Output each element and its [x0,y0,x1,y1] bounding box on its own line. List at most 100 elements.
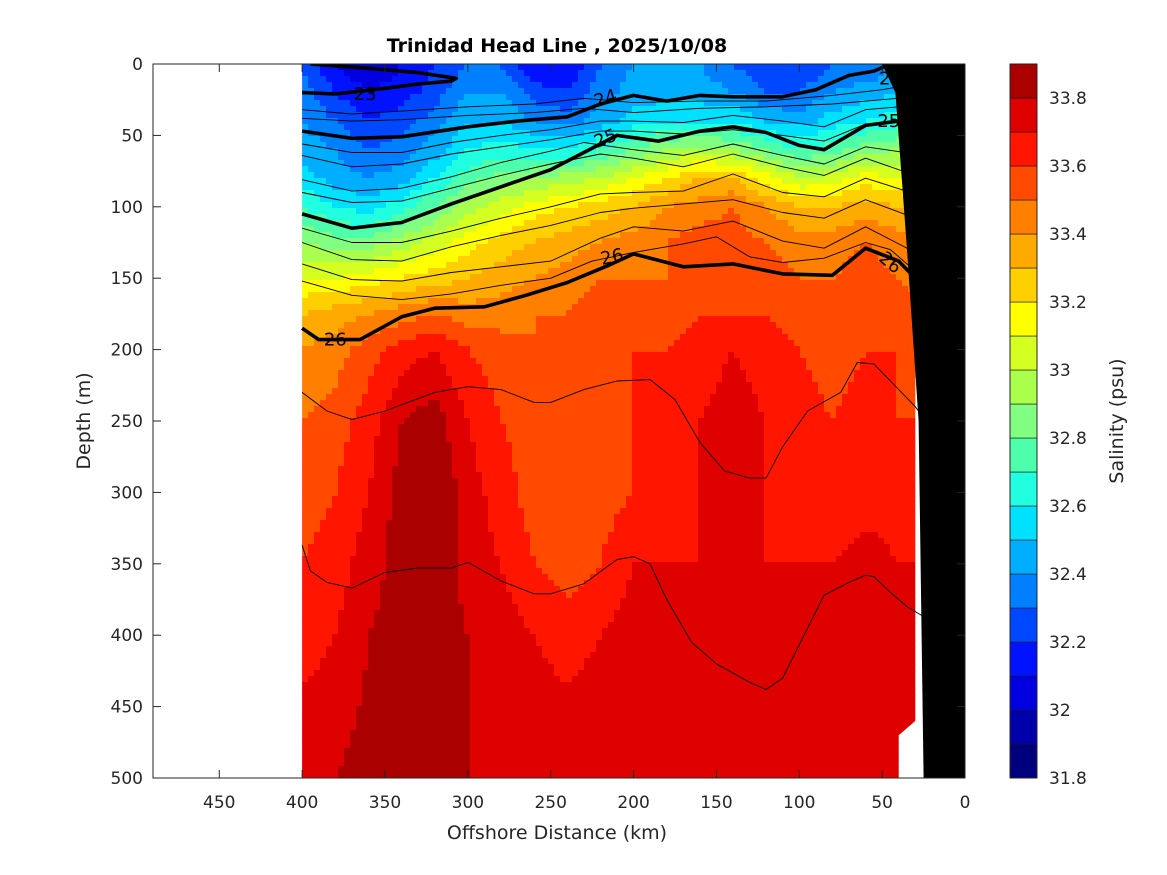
colorbar-title: Salinity (psu) [1106,358,1128,483]
salinity-cell [332,388,369,395]
salinity-cell [518,106,561,113]
salinity-cell [782,106,807,113]
y-tick-label: 100 [111,198,143,218]
salinity-cell [698,196,747,203]
salinity-cell [320,196,405,203]
salinity-cell [338,328,381,335]
salinity-cell [368,646,471,653]
salinity-cell [818,382,849,389]
salinity-cell [686,328,783,335]
salinity-cell [344,124,411,131]
salinity-cell [518,178,585,185]
salinity-cell [524,514,615,521]
salinity-cell [536,100,579,107]
salinity-cell [878,220,932,227]
salinity-cell [302,412,309,419]
salinity-cell [344,754,471,761]
salinity-cell [560,586,579,593]
salinity-cell [308,124,345,131]
salinity-cell [344,598,381,605]
salinity-cell [428,268,483,275]
salinity-cell [470,436,507,443]
salinity-cell [764,514,932,521]
salinity-cell [470,424,507,431]
salinity-cell [632,460,699,467]
salinity-cell [476,442,513,449]
salinity-cell [518,490,633,497]
salinity-cell [638,202,675,209]
salinity-cell [398,376,453,383]
salinity-cell [368,496,393,503]
salinity-cell [302,478,339,485]
salinity-cell [344,442,375,449]
salinity-cell [800,88,837,95]
salinity-cell [302,466,339,473]
salinity-cell [320,526,363,533]
salinity-cell [506,430,633,437]
salinity-cell [302,526,321,533]
salinity-cell [410,190,435,197]
salinity-cell [692,226,747,233]
salinity-cell [416,358,441,365]
salinity-cell [728,190,735,197]
salinity-cell [440,94,465,101]
salinity-cell [302,346,351,353]
salinity-cell [794,154,813,161]
salinity-cell [632,124,753,131]
salinity-cell [302,538,315,545]
salinity-cell [644,184,681,191]
salinity-cell [590,88,621,95]
salinity-cell [554,580,585,587]
salinity-cell [416,406,441,413]
salinity-cell [380,430,399,437]
salinity-cell [302,562,351,569]
salinity-cell [470,640,537,647]
salinity-cell [452,238,489,245]
salinity-cell [374,364,411,371]
salinity-cell [458,490,483,497]
y-tick-label: 50 [121,126,143,146]
salinity-cell [482,478,519,485]
salinity-cell [560,676,573,683]
salinity-cell [620,88,729,95]
salinity-cell [506,94,531,101]
salinity-cell [302,430,351,437]
salinity-cell [746,70,825,77]
salinity-cell [896,406,932,413]
salinity-cell [764,454,932,461]
salinity-cell [896,376,932,383]
salinity-cell [746,172,771,179]
salinity-cell [584,664,932,671]
salinity-cell [626,112,753,119]
salinity-cell [458,256,507,263]
salinity-cell [302,160,345,167]
salinity-cell [458,190,483,197]
salinity-cell [326,214,393,221]
salinity-cell [434,232,465,239]
colorbar-swatch [1009,471,1038,507]
salinity-cell [752,112,825,119]
salinity-cell [728,358,741,365]
salinity-cell [506,436,633,443]
salinity-cell [338,484,369,491]
salinity-cell [620,598,932,605]
contour-label: 26 [599,245,626,270]
salinity-cell [896,364,932,371]
salinity-cell [698,442,765,449]
salinity-cell [368,478,393,485]
salinity-cell [422,226,447,233]
contour-label-group: 23 [354,84,377,105]
salinity-cell [302,82,309,89]
salinity-cell [326,652,369,659]
colorbar-tick-label: 33.6 [1049,157,1087,177]
salinity-cell [350,166,393,173]
salinity-cell [842,148,891,155]
salinity-cell [368,502,393,509]
salinity-cell [812,370,855,377]
salinity-cell [764,442,932,449]
salinity-cell [794,268,843,275]
salinity-cell [770,172,795,179]
colorbar-swatch [1009,267,1038,303]
salinity-cell [698,490,765,497]
salinity-cell [302,172,315,179]
